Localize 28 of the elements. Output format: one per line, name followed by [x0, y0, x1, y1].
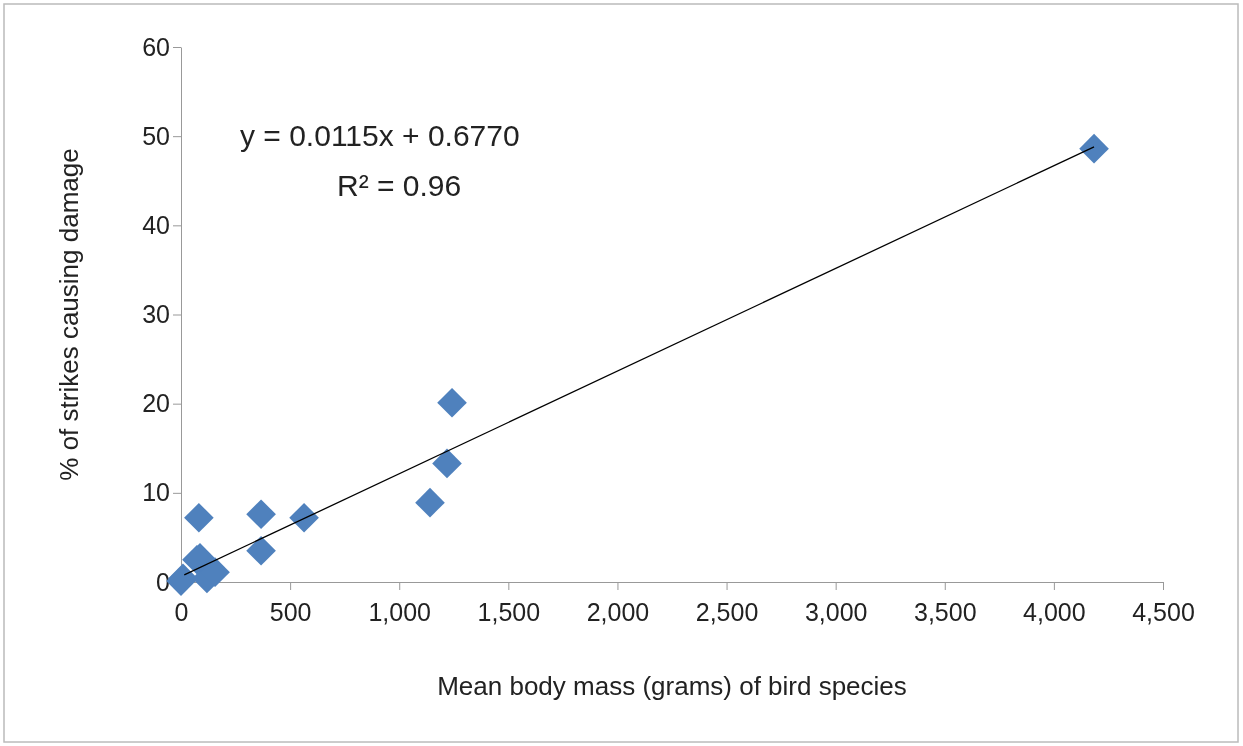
point — [246, 499, 276, 530]
annotation: R² = 0.96 — [337, 169, 462, 202]
point — [432, 448, 462, 479]
point — [246, 535, 276, 566]
x-tick-label: 3,000 — [804, 597, 868, 626]
y-tick-label: 50 — [142, 121, 170, 150]
x-axis-title: Mean body mass (grams) of bird species — [437, 671, 907, 701]
y-tick-label: 20 — [142, 389, 170, 418]
point — [415, 487, 445, 518]
x-tick-label: 2,500 — [695, 597, 759, 626]
y-tick-label: 30 — [142, 300, 170, 328]
x-tick-label: 4,500 — [1132, 597, 1195, 626]
x-tick-label: 1,500 — [477, 597, 541, 626]
x-tick-label: 1,000 — [368, 597, 431, 626]
point — [184, 502, 214, 533]
x-tick-label: 500 — [269, 597, 312, 626]
y-tick-label: 40 — [142, 210, 170, 239]
x-tick-label: 0 — [174, 597, 189, 626]
y-axis-title: % of strikes causing damage — [54, 148, 84, 481]
point — [289, 502, 319, 533]
x-tick-label: 4,000 — [1023, 597, 1086, 626]
x-tick-label: 3,500 — [914, 597, 977, 626]
y-tick-label: 10 — [142, 478, 170, 507]
y-tick-label: 60 — [142, 32, 170, 61]
x-tick-label: 2,000 — [586, 597, 650, 626]
annotation: y = 0.0115x + 0.6770 — [240, 119, 520, 152]
point — [437, 387, 467, 418]
point — [1079, 133, 1109, 164]
